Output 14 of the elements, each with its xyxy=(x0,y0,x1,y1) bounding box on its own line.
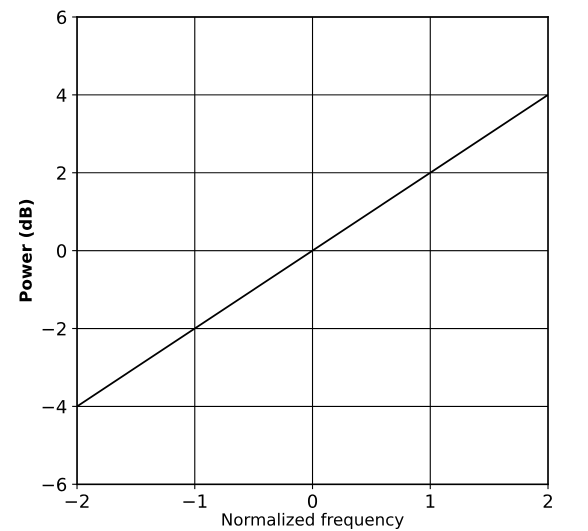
x-tick-label: −2 xyxy=(66,494,89,508)
x-tick-label: −1 xyxy=(183,494,206,508)
x-tick-label: 2 xyxy=(544,494,552,508)
y-tick-label: 2 xyxy=(57,166,66,180)
y-tick-label: 0 xyxy=(57,244,66,258)
y-tick-label: −4 xyxy=(42,400,66,414)
x-tick-label: 1 xyxy=(426,494,434,508)
y-tick-label: −2 xyxy=(42,322,66,336)
y-tick-label: −6 xyxy=(42,478,66,492)
x-axis-title: Normalized frequency xyxy=(222,512,404,529)
x-tick-label: 0 xyxy=(308,494,318,508)
y-tick-label: 4 xyxy=(56,88,66,102)
y-tick-label: 6 xyxy=(57,10,66,24)
y-axis-title: Power (dB) xyxy=(19,200,34,302)
